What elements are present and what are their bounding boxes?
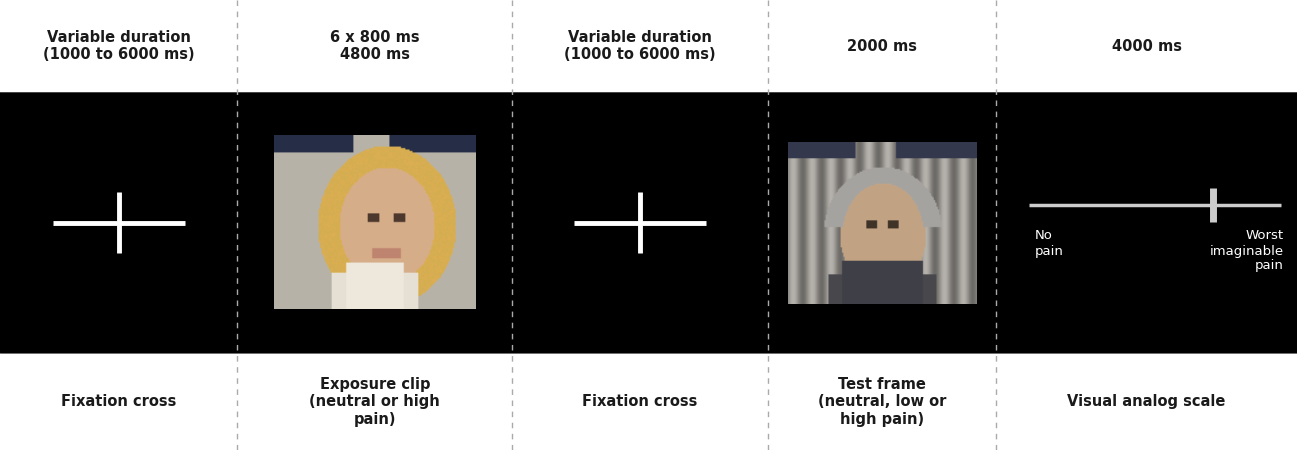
- Text: Test frame
(neutral, low or
high pain): Test frame (neutral, low or high pain): [818, 377, 946, 427]
- Text: Exposure clip
(neutral or high
pain): Exposure clip (neutral or high pain): [310, 377, 440, 427]
- Bar: [0, 353, 1297, 450]
- Text: 2000 ms: 2000 ms: [847, 39, 917, 54]
- Bar: [0, 0, 1297, 92]
- Text: Fixation cross: Fixation cross: [582, 394, 698, 409]
- Text: 4000 ms: 4000 ms: [1112, 39, 1182, 54]
- Text: Fixation cross: Fixation cross: [61, 394, 176, 409]
- Text: Variable duration
(1000 to 6000 ms): Variable duration (1000 to 6000 ms): [43, 30, 195, 62]
- Text: No
pain: No pain: [1035, 230, 1064, 257]
- Text: Variable duration
(1000 to 6000 ms): Variable duration (1000 to 6000 ms): [564, 30, 716, 62]
- Text: Visual analog scale: Visual analog scale: [1067, 394, 1226, 409]
- Text: Worst
imaginable
pain: Worst imaginable pain: [1210, 230, 1284, 273]
- Bar: [0, 92, 1297, 353]
- Text: 6 x 800 ms
4800 ms: 6 x 800 ms 4800 ms: [329, 30, 420, 62]
